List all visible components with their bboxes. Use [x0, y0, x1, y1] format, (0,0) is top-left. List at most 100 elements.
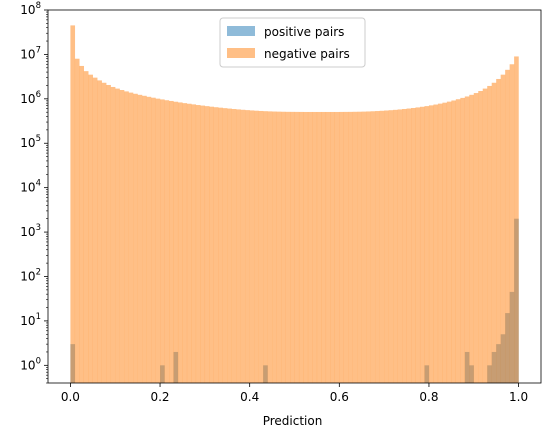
bar [204, 106, 210, 384]
bar [97, 80, 102, 383]
bar [106, 84, 111, 383]
bar [231, 109, 237, 383]
legend-swatch-positive [227, 26, 255, 36]
bar [505, 69, 510, 383]
bar [379, 110, 385, 383]
bar [352, 111, 358, 383]
bar [334, 111, 340, 384]
x-tick-label: 0.8 [419, 390, 438, 404]
bar [186, 103, 192, 383]
bar [285, 111, 291, 384]
legend-box [219, 17, 366, 68]
bar [191, 104, 197, 383]
bar [343, 111, 349, 383]
bar [496, 78, 501, 383]
bar [245, 110, 250, 383]
bar [303, 111, 309, 384]
bar [173, 101, 179, 383]
bar [294, 111, 300, 383]
bar [388, 110, 394, 383]
bar [155, 98, 161, 383]
bar [142, 95, 147, 383]
bar [487, 85, 492, 384]
bar [437, 103, 443, 383]
bar [182, 103, 188, 384]
legend-label-positive: positive pairs [264, 25, 344, 39]
bar [101, 82, 107, 384]
bar [290, 111, 295, 383]
bar [146, 96, 152, 383]
bar [393, 109, 398, 383]
legend-swatch-negative [227, 48, 255, 58]
bar [339, 111, 344, 384]
bar [119, 90, 125, 384]
bar [509, 64, 515, 383]
bar [460, 97, 465, 384]
bar [272, 111, 277, 384]
bar [258, 110, 264, 383]
bar [298, 111, 304, 384]
bar [451, 100, 456, 383]
y-tick-label: 108 [20, 1, 41, 17]
bar [384, 110, 389, 384]
bar [424, 106, 430, 384]
y-tick-label: 107 [20, 45, 41, 61]
bar [236, 109, 241, 383]
bar [357, 111, 362, 383]
bar [361, 111, 367, 383]
bar [478, 91, 483, 383]
x-tick-label: 0.0 [61, 390, 80, 404]
bar [411, 107, 416, 384]
bar [195, 105, 201, 383]
bar [312, 111, 318, 384]
bar [254, 110, 259, 383]
y-tick-label: 101 [20, 312, 41, 328]
bar [88, 74, 93, 383]
bar [442, 102, 448, 383]
bar [74, 58, 80, 384]
bar [464, 96, 470, 384]
bar [209, 106, 214, 383]
bar [514, 56, 519, 384]
x-tick-label: 1.0 [509, 390, 528, 404]
legend: positive pairs negative pairs [219, 17, 366, 68]
bar [240, 109, 246, 384]
bar [164, 100, 170, 384]
bar [263, 111, 268, 384]
bar [267, 111, 273, 383]
bar [249, 110, 255, 384]
x-tick-label: 0.4 [240, 390, 259, 404]
bar [151, 97, 156, 383]
bar [366, 111, 371, 384]
bar [160, 99, 165, 383]
bars-layer [70, 25, 519, 384]
bar [469, 94, 474, 384]
y-tick-label: 106 [20, 90, 41, 106]
y-tick-label: 105 [20, 134, 41, 150]
bar [276, 111, 282, 383]
bar [128, 92, 134, 384]
bar [348, 111, 353, 383]
bar [321, 111, 327, 384]
x-tick-label: 0.6 [330, 390, 349, 404]
bar [281, 111, 286, 384]
bar [213, 107, 219, 384]
bar [222, 108, 228, 383]
bar [218, 107, 223, 383]
bar [433, 104, 439, 383]
bar [473, 93, 479, 383]
bar [491, 82, 497, 384]
bar [307, 111, 313, 384]
x-axis-label: Prediction [263, 414, 323, 428]
series-negative [70, 25, 519, 384]
bar [419, 106, 425, 383]
x-tick-label: 0.2 [150, 390, 169, 404]
bar [83, 71, 89, 383]
bar [70, 25, 76, 383]
plot-frame [47, 9, 542, 384]
y-tick-label: 103 [20, 223, 41, 239]
bar [446, 101, 452, 383]
bar [115, 88, 120, 384]
bar [406, 108, 412, 384]
